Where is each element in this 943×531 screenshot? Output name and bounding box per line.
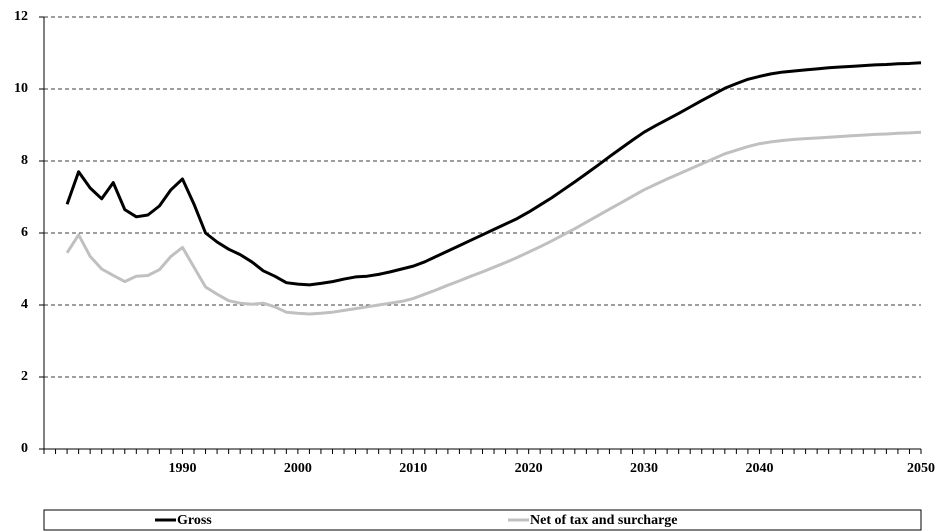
legend-label: Gross [177, 513, 212, 528]
x-tick-label: 2000 [284, 461, 312, 476]
y-tick-label: 6 [21, 225, 28, 240]
y-tick-label: 4 [21, 297, 28, 312]
x-tick-label: 2050 [907, 461, 935, 476]
x-tick-label: 2030 [630, 461, 658, 476]
y-tick-label: 2 [21, 369, 28, 384]
y-tick-label: 0 [21, 441, 28, 456]
legend-label: Net of tax and surcharge [530, 513, 678, 528]
legend-box [43, 509, 922, 531]
series-line [65, 61, 922, 287]
x-tick-label: 2040 [745, 461, 773, 476]
y-tick-label: 8 [21, 153, 28, 168]
series-line [65, 130, 922, 316]
x-tick-label: 2020 [515, 461, 543, 476]
y-tick-label: 10 [14, 81, 28, 96]
x-tick-label: 2010 [399, 461, 427, 476]
x-tick-label: 1990 [168, 461, 196, 476]
y-tick-label: 12 [14, 9, 28, 24]
